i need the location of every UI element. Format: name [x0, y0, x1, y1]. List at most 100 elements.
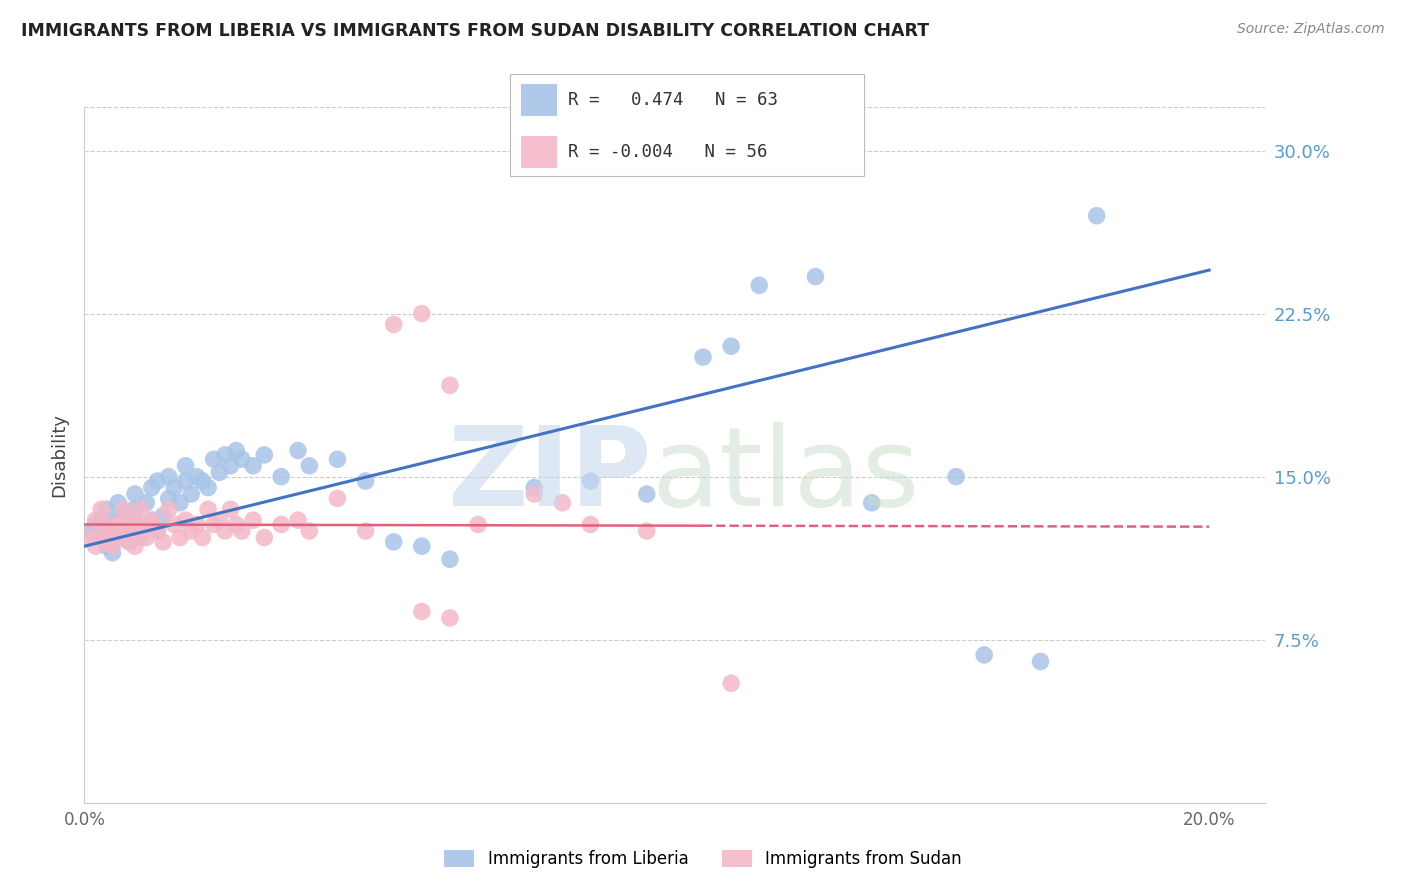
Point: [118, 535, 141, 549]
Text: IMMIGRANTS FROM LIBERIA VS IMMIGRANTS FROM SUDAN DISABILITY CORRELATION CHART: IMMIGRANTS FROM LIBERIA VS IMMIGRANTS FR…: [21, 22, 929, 40]
Point: [118, 535, 141, 549]
Point: [202, 452, 225, 467]
Bar: [520, 136, 557, 168]
Point: [169, 496, 191, 510]
Point: [720, 339, 742, 353]
Point: [636, 487, 658, 501]
Point: [208, 466, 231, 480]
Text: R = -0.004   N = 56: R = -0.004 N = 56: [568, 143, 768, 161]
Point: [90, 524, 112, 538]
Point: [124, 539, 146, 553]
Point: [107, 531, 129, 545]
Point: [174, 513, 197, 527]
Text: R =   0.474   N = 63: R = 0.474 N = 63: [568, 91, 779, 109]
Point: [107, 513, 129, 527]
Point: [354, 524, 377, 538]
Point: [129, 531, 152, 545]
Point: [90, 513, 112, 527]
Point: [101, 546, 124, 560]
Y-axis label: Disability: Disability: [51, 413, 69, 497]
Point: [467, 517, 489, 532]
Point: [692, 350, 714, 364]
Point: [124, 502, 146, 516]
Point: [96, 502, 118, 516]
Point: [253, 531, 276, 545]
Point: [107, 496, 129, 510]
Point: [748, 278, 770, 293]
Point: [101, 524, 124, 538]
Point: [225, 443, 247, 458]
Point: [197, 481, 219, 495]
Text: Source: ZipAtlas.com: Source: ZipAtlas.com: [1237, 22, 1385, 37]
Point: [523, 481, 546, 495]
Point: [157, 491, 180, 506]
Point: [118, 517, 141, 532]
Point: [146, 524, 169, 538]
Point: [141, 481, 163, 495]
Point: [146, 524, 169, 538]
Point: [439, 378, 461, 392]
Point: [411, 605, 433, 619]
Point: [180, 524, 202, 538]
Point: [96, 535, 118, 549]
Point: [523, 487, 546, 501]
Point: [354, 474, 377, 488]
Point: [101, 539, 124, 553]
Point: [79, 531, 101, 545]
Point: [84, 517, 107, 532]
Point: [163, 517, 186, 532]
Point: [242, 513, 264, 527]
Point: [214, 524, 236, 538]
Point: [84, 513, 107, 527]
Point: [191, 531, 214, 545]
Point: [141, 513, 163, 527]
Point: [208, 513, 231, 527]
Point: [382, 318, 405, 332]
Point: [157, 469, 180, 483]
Bar: [520, 84, 557, 116]
Point: [107, 517, 129, 532]
Point: [1085, 209, 1108, 223]
Point: [118, 513, 141, 527]
Point: [186, 469, 208, 483]
Point: [163, 481, 186, 495]
Point: [135, 496, 157, 510]
Point: [129, 517, 152, 532]
Point: [326, 491, 349, 506]
Point: [141, 513, 163, 527]
Point: [96, 517, 118, 532]
Point: [152, 508, 174, 523]
Point: [157, 502, 180, 516]
Point: [84, 539, 107, 553]
Point: [169, 531, 191, 545]
Point: [129, 517, 152, 532]
Point: [411, 307, 433, 321]
Point: [860, 496, 883, 510]
Text: ZIP: ZIP: [449, 422, 651, 529]
Point: [287, 443, 309, 458]
Point: [129, 502, 152, 516]
Point: [253, 448, 276, 462]
Point: [174, 458, 197, 473]
Point: [79, 524, 101, 538]
Point: [231, 524, 253, 538]
Point: [90, 531, 112, 545]
Point: [152, 535, 174, 549]
Point: [174, 474, 197, 488]
Point: [101, 535, 124, 549]
Point: [973, 648, 995, 662]
Point: [945, 469, 967, 483]
FancyBboxPatch shape: [510, 73, 865, 177]
Point: [214, 448, 236, 462]
Point: [242, 458, 264, 473]
Point: [90, 502, 112, 516]
Point: [112, 502, 135, 516]
Point: [146, 474, 169, 488]
Point: [112, 524, 135, 538]
Point: [180, 487, 202, 501]
Point: [135, 531, 157, 545]
Point: [270, 517, 292, 532]
Point: [551, 496, 574, 510]
Point: [112, 517, 135, 532]
Point: [219, 502, 242, 516]
